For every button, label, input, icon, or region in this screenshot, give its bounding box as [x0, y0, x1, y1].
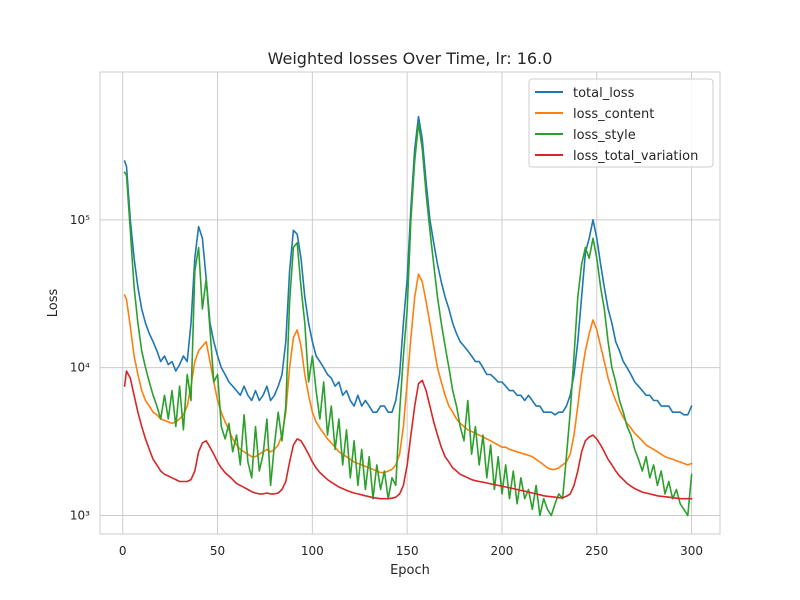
x-tick-label-100: 100: [301, 544, 324, 558]
series-line-total-loss: [123, 115, 693, 416]
legend-label-total-loss: total_loss: [573, 86, 635, 101]
legend-box: [528, 78, 714, 168]
legend-label-loss-content: loss_content: [573, 107, 654, 122]
x-axis-label: Epoch: [390, 563, 430, 578]
legend-entries: total_loss loss_content loss_style loss_tot…: [535, 86, 698, 164]
chart-title: Weighted losses Over Time, lr: 16.0: [268, 49, 553, 68]
x-tick-label-200: 200: [491, 544, 514, 558]
y-tick-label-10000: 10⁴: [70, 361, 90, 375]
y-tick-label-1000: 10³: [70, 509, 90, 523]
x-tick-label-300: 300: [680, 544, 703, 558]
series-line-loss-style: [123, 122, 693, 517]
series-line-loss-total-variation: [123, 370, 693, 500]
x-tick-label-50: 50: [210, 544, 225, 558]
legend-label-loss-style: loss_style: [573, 128, 636, 143]
x-tick-label-0: 0: [119, 544, 127, 558]
series-lines: [123, 115, 693, 517]
x-tick-label-150: 150: [396, 544, 419, 558]
legend: total_loss loss_content loss_style loss_tot…: [528, 78, 714, 168]
y-tick-label-100000: 10⁵: [70, 213, 90, 227]
x-tick-label-250: 250: [585, 544, 608, 558]
legend-label-loss-total-variation: loss_total_variation: [573, 149, 698, 164]
plot-frame: [99, 71, 721, 535]
tick-labels: 0 50 100 150 200 250 300 10³ 10⁴ 10⁵: [70, 213, 703, 558]
series-line-loss-content: [123, 273, 693, 474]
y-axis-label: Loss: [46, 289, 61, 318]
